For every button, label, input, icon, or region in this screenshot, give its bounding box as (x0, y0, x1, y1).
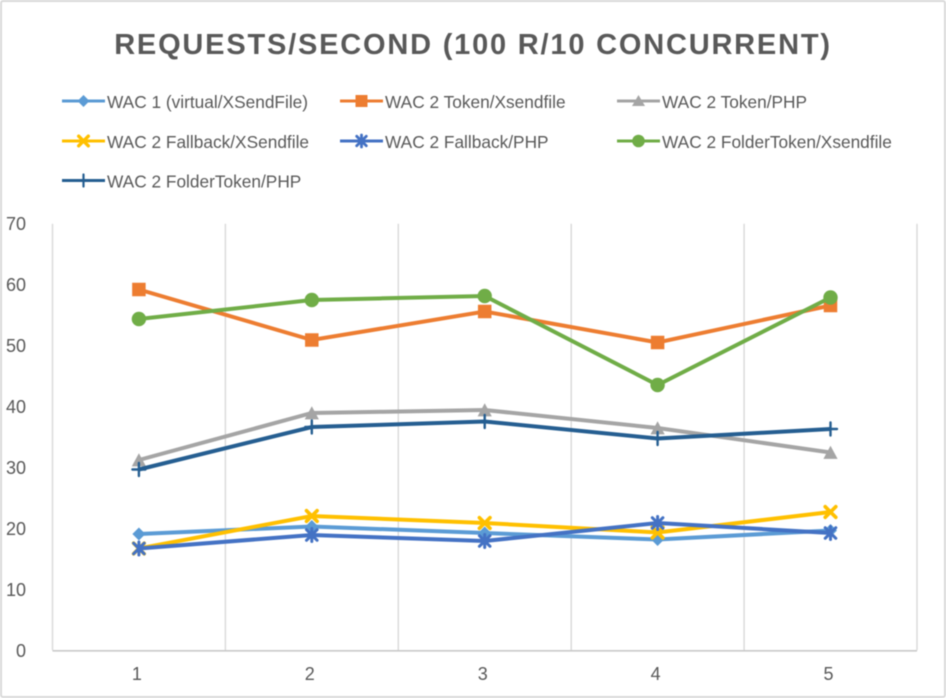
svg-text:3: 3 (478, 664, 488, 684)
svg-text:4: 4 (651, 664, 661, 684)
svg-text:40: 40 (6, 397, 26, 417)
svg-text:WAC 2 Token/PHP: WAC 2 Token/PHP (662, 92, 807, 112)
svg-text:WAC 2 Fallback/PHP: WAC 2 Fallback/PHP (385, 132, 549, 152)
svg-text:WAC 2 Token/Xsendfile: WAC 2 Token/Xsendfile (385, 92, 566, 112)
svg-text:WAC 2 Fallback/XSendfile: WAC 2 Fallback/XSendfile (107, 132, 309, 152)
svg-text:WAC 2 FolderToken/Xsendfile: WAC 2 FolderToken/Xsendfile (662, 132, 892, 152)
svg-text:60: 60 (6, 275, 26, 295)
svg-text:REQUESTS/SECOND (100 R/10 CONC: REQUESTS/SECOND (100 R/10 CONCURRENT) (114, 29, 832, 61)
svg-text:WAC 2 FolderToken/PHP: WAC 2 FolderToken/PHP (107, 172, 301, 192)
svg-text:50: 50 (6, 336, 26, 356)
svg-text:70: 70 (6, 214, 26, 234)
svg-text:20: 20 (6, 519, 26, 539)
svg-text:30: 30 (6, 458, 26, 478)
svg-text:0: 0 (16, 641, 26, 661)
svg-text:1: 1 (132, 664, 142, 684)
svg-text:5: 5 (823, 664, 833, 684)
svg-text:WAC 1 (virtual/XSendFile): WAC 1 (virtual/XSendFile) (107, 92, 308, 112)
svg-text:2: 2 (305, 664, 315, 684)
svg-text:10: 10 (6, 580, 26, 600)
